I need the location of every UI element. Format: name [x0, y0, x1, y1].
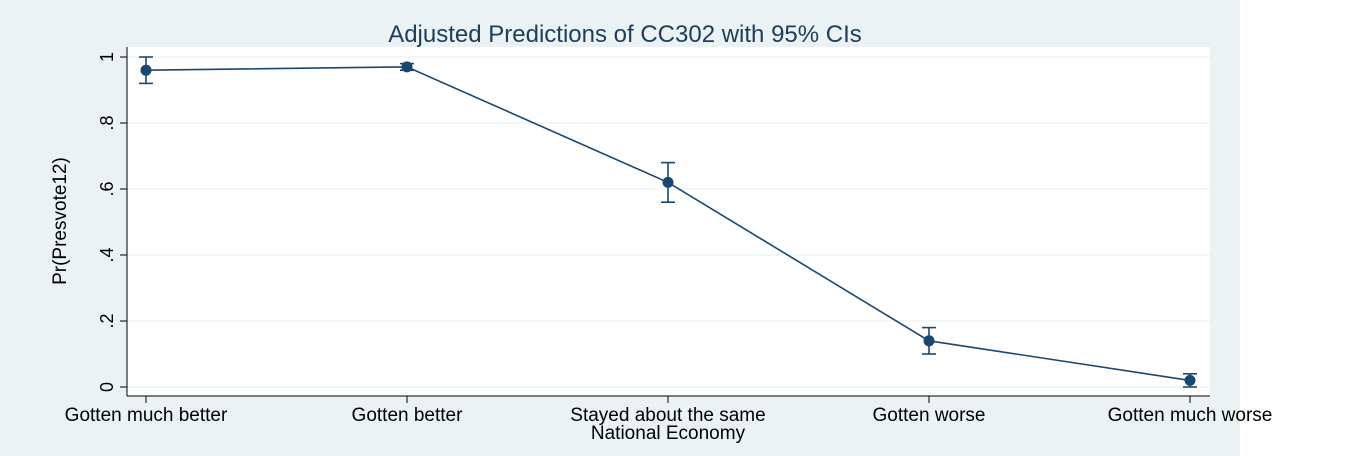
data-point: [140, 64, 152, 76]
y-tick-label: .8: [97, 115, 117, 130]
x-tick-label: Gotten much better: [65, 405, 228, 426]
chart-title: Adjusted Predictions of CC302 with 95% C…: [388, 21, 862, 48]
y-tick-label: .4: [97, 247, 117, 262]
data-point: [1184, 374, 1196, 386]
x-tick-label: Gotten much worse: [1108, 405, 1273, 426]
x-axis-ticks: Gotten much better Gotten better Stayed ab…: [65, 396, 1273, 426]
x-tick-label: Stayed about the same: [570, 405, 765, 426]
y-axis-label: Pr(Presvote12): [50, 157, 71, 285]
y-axis-ticks: 0 .2 .4 .6 .8 1: [97, 52, 127, 392]
series-group: [139, 56, 1197, 388]
y-tick-label: 1: [97, 52, 117, 62]
y-tick-label: .2: [97, 313, 117, 328]
y-tick-label: .6: [97, 181, 117, 196]
x-tick-label: Gotten better: [352, 405, 464, 426]
data-point: [923, 335, 935, 347]
data-point: [401, 61, 413, 73]
y-tick-label: 0: [97, 382, 117, 392]
x-axis-label: National Economy: [591, 423, 746, 444]
plot-area: [127, 47, 1210, 396]
data-point: [662, 176, 674, 188]
x-tick-label: Gotten worse: [873, 405, 986, 426]
